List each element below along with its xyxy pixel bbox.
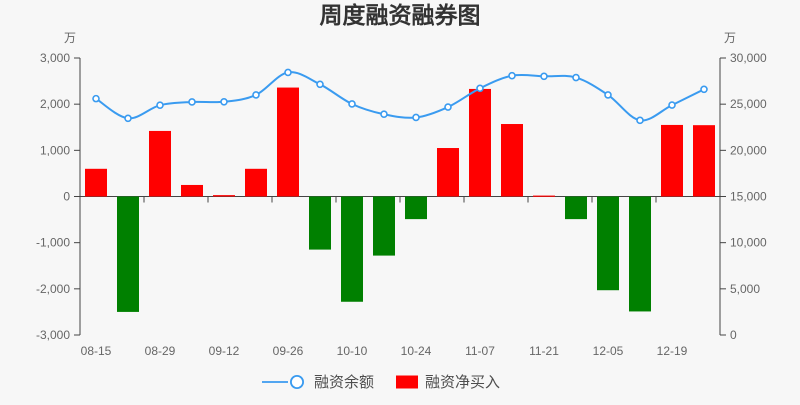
svg-text:10-10: 10-10 <box>337 344 368 358</box>
svg-text:融资净买入: 融资净买入 <box>425 374 500 391</box>
svg-text:09-26: 09-26 <box>273 344 304 358</box>
svg-text:10-24: 10-24 <box>401 344 432 358</box>
svg-text:-1,000: -1,000 <box>36 236 70 250</box>
svg-text:周度融资融券图: 周度融资融券图 <box>320 2 481 28</box>
svg-text:万: 万 <box>724 31 736 45</box>
svg-text:11-07: 11-07 <box>465 344 495 358</box>
svg-text:08-29: 08-29 <box>145 344 176 358</box>
svg-text:09-12: 09-12 <box>209 344 240 358</box>
svg-text:融资余额: 融资余额 <box>314 373 374 391</box>
svg-text:3,000: 3,000 <box>40 51 70 65</box>
svg-text:12-05: 12-05 <box>593 344 624 358</box>
svg-text:30,000: 30,000 <box>730 51 767 65</box>
svg-text:-3,000: -3,000 <box>36 328 70 342</box>
svg-text:11-21: 11-21 <box>529 344 559 358</box>
svg-text:-2,000: -2,000 <box>36 282 70 296</box>
svg-text:25,000: 25,000 <box>730 97 767 111</box>
svg-text:5,000: 5,000 <box>730 282 760 296</box>
svg-text:15,000: 15,000 <box>730 190 767 204</box>
svg-text:1,000: 1,000 <box>40 143 70 157</box>
svg-text:08-15: 08-15 <box>81 344 112 358</box>
svg-text:0: 0 <box>730 328 737 342</box>
svg-text:20,000: 20,000 <box>730 143 767 157</box>
svg-text:12-19: 12-19 <box>657 344 688 358</box>
svg-text:10,000: 10,000 <box>730 236 767 250</box>
svg-text:2,000: 2,000 <box>40 97 70 111</box>
svg-text:0: 0 <box>63 190 70 204</box>
svg-text:万: 万 <box>64 31 76 45</box>
